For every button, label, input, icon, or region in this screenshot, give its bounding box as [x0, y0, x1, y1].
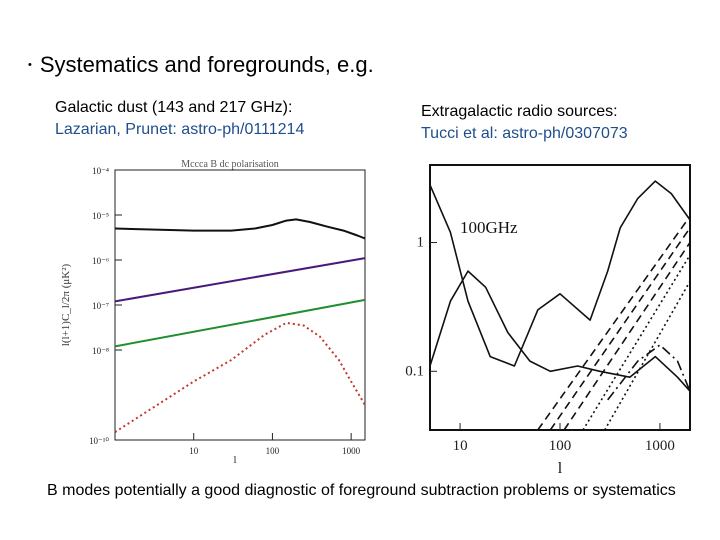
dust-plot-frame: [114, 169, 366, 441]
right-caption: Extragalactic radio sources: Tucci et al…: [421, 101, 628, 145]
slide-bullet: • Systematics and foregrounds, e.g.: [28, 52, 374, 78]
dust-y-tick-label-4: 10⁻⁵: [92, 211, 109, 221]
dust-series-1: [114, 257, 366, 303]
dust-y-tick-label-5: 10⁻⁴: [92, 166, 109, 176]
dust-x-tick-label-2: 1000: [342, 446, 361, 456]
bullet-text: Systematics and foregrounds, e.g.: [39, 52, 374, 77]
left-caption: Galactic dust (143 and 217 GHz): Lazaria…: [55, 97, 304, 141]
radio-x-axis-label: l: [558, 460, 563, 477]
dust-series-3: [114, 321, 366, 433]
dust-x-tick-label-0: 10: [189, 446, 199, 456]
radio-x-tick-label-1: 100: [549, 438, 572, 454]
dust-series-2: [114, 298, 366, 348]
dust-y-tick-label-2: 10⁻⁷: [92, 301, 109, 311]
radio-series-2: [537, 215, 691, 431]
dust-y-axis-label: l(l+1)C_l/2π (μK²): [60, 263, 72, 346]
dust-x-axis-label: l: [233, 454, 236, 466]
radio-x-tick-label-0: 10: [453, 438, 468, 454]
radio-y-tick-label-0: 1: [417, 235, 425, 251]
right-caption-reference: Tucci et al: astro-ph/0307073: [421, 125, 628, 142]
radio-plot-frame: [429, 164, 691, 431]
radio-series-1: [429, 270, 691, 392]
radio-series-6: [604, 280, 691, 431]
radio-chart-title: 100GHz: [460, 218, 518, 237]
radio-x-tick-label-2: 1000: [645, 438, 675, 454]
radio-axis-ticks: 10 100 1000 1 0.1: [405, 235, 675, 454]
bullet-dot: •: [28, 59, 32, 71]
radio-series-3: [549, 227, 691, 431]
dust-chart-title: Mccca B dc polarisation: [181, 159, 278, 170]
dust-series-0: [114, 218, 366, 240]
dust-y-tick-label-1: 10⁻⁸: [92, 346, 109, 356]
radio-series-5: [582, 254, 691, 431]
dust-axis-ticks: 10 100 1000 10⁻¹⁰ 10⁻⁸ 10⁻⁷ 10⁻⁶ 10⁻⁵ 10⁻⁴: [89, 166, 361, 456]
dust-y-tick-label-3: 10⁻⁶: [92, 256, 109, 266]
radio-series-4: [563, 242, 691, 431]
dust-x-tick-label-1: 100: [266, 446, 280, 456]
left-caption-title: Galactic dust (143 and 217 GHz):: [55, 99, 293, 116]
dust-y-tick-label-0: 10⁻¹⁰: [89, 436, 109, 446]
dust-polarisation-chart: Mccca B dc polarisation 10 100 100010⁻¹⁰10…: [60, 159, 366, 466]
radio-series-7: [607, 344, 691, 401]
right-caption-title: Extragalactic radio sources:: [421, 103, 618, 120]
slide-summary: B modes potentially a good diagnostic of…: [47, 482, 676, 499]
dust-series-group: [114, 218, 366, 433]
radio-y-tick-label-1: 0.1: [405, 363, 424, 379]
radio-series-0: [429, 180, 691, 367]
radio-sources-chart: 100GHz 10 100 1000 1 0.1 l: [405, 164, 691, 477]
radio-series-group: [429, 180, 691, 431]
left-caption-reference: Lazarian, Prunet: astro-ph/0111214: [55, 121, 305, 138]
